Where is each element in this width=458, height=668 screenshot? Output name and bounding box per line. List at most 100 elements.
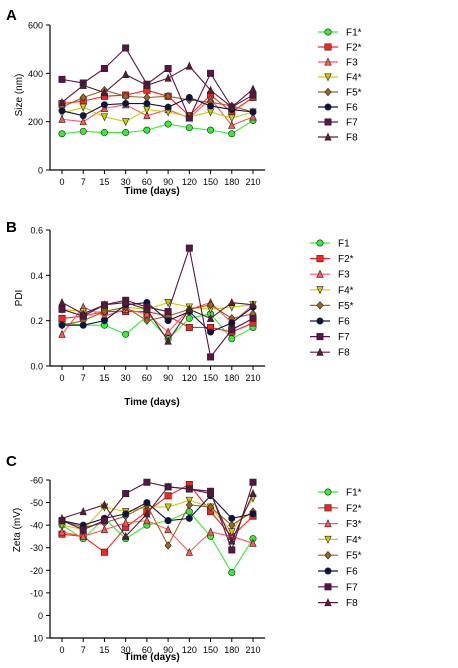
data-point: [121, 118, 130, 127]
data-point: [249, 314, 257, 322]
data-point: [100, 65, 108, 73]
data-point: [79, 321, 87, 329]
data-point: [58, 305, 66, 313]
y-tick-label: 0: [38, 611, 43, 621]
series-line: [61, 481, 254, 552]
data-point: [185, 514, 193, 522]
legend-label: F3*: [346, 519, 362, 530]
data-point: [79, 531, 87, 540]
data-point: [58, 314, 66, 322]
legend-label: F6: [338, 317, 350, 328]
legend-label: F1: [338, 239, 350, 250]
series-line: [61, 313, 254, 340]
y-axis-label: Size (nm): [14, 74, 25, 117]
x-tick-label: 210: [245, 645, 260, 655]
data-point: [228, 130, 236, 138]
x-tick-label: 150: [203, 177, 218, 187]
data-point: [58, 114, 66, 123]
data-point: [164, 517, 172, 525]
y-tick-label: 600: [28, 21, 43, 31]
data-point: [122, 100, 130, 108]
legend-label: F7: [338, 332, 350, 343]
x-tick-label: 120: [182, 645, 197, 655]
data-point: [79, 127, 87, 135]
x-axis-label: Time (days): [124, 186, 179, 197]
legend-label: F4*: [346, 535, 362, 546]
legend-marker: [324, 519, 332, 528]
x-tick-label: 60: [142, 177, 152, 187]
data-point: [207, 328, 215, 336]
series-line: [61, 47, 254, 120]
data-point: [164, 541, 172, 550]
x-tick-label: 0: [59, 177, 64, 187]
x-tick-label: 210: [245, 373, 260, 383]
x-tick-label: 150: [203, 645, 218, 655]
y-tick-label: 0.2: [30, 316, 43, 326]
x-tick-label: 15: [99, 645, 109, 655]
data-point: [185, 547, 194, 556]
x-tick-label: 15: [99, 373, 109, 383]
legend-marker: [324, 73, 332, 82]
data-point: [228, 536, 236, 545]
data-point: [121, 531, 130, 540]
y-tick-label: 0.6: [30, 226, 43, 236]
legend-marker: [324, 118, 332, 126]
data-point: [143, 509, 151, 518]
legend-marker: [324, 87, 332, 97]
series-line: [61, 97, 254, 126]
data-point: [206, 313, 215, 322]
data-point: [228, 569, 236, 577]
data-point: [100, 500, 109, 509]
data-point: [228, 326, 236, 334]
data-point: [228, 114, 236, 123]
y-tick-label: -60: [30, 476, 43, 486]
data-point: [185, 244, 193, 252]
series-line: [61, 65, 254, 108]
data-point: [164, 73, 172, 82]
data-point: [206, 300, 215, 310]
data-point: [164, 503, 172, 512]
data-point: [228, 546, 236, 554]
x-axis-label: Time (days): [124, 652, 179, 663]
data-point: [228, 514, 236, 522]
x-tick-label: 90: [163, 373, 173, 383]
y-tick-label: 400: [28, 69, 43, 79]
data-point: [58, 298, 66, 307]
y-tick-label: -50: [30, 498, 43, 508]
legend-marker: [316, 317, 324, 325]
panel-b: B PDI Time (days) 0.0 0.2 0.4 0.6 0 7 15 30 60 90…: [6, 219, 354, 408]
legend-label: F4*: [346, 73, 362, 84]
legend-marker: [324, 550, 332, 560]
legend-marker: [324, 583, 332, 591]
series-line: [61, 311, 254, 333]
x-tick-label: 210: [245, 177, 260, 187]
legend-label: F1*: [346, 28, 362, 39]
data-point: [143, 516, 151, 525]
data-point: [122, 129, 130, 137]
data-point: [249, 478, 257, 486]
data-point: [164, 308, 172, 316]
legend-marker: [316, 269, 324, 278]
data-point: [100, 307, 109, 316]
x-tick-label: 120: [182, 177, 197, 187]
x-tick-label: 30: [121, 177, 131, 187]
legend-label: F8: [346, 133, 358, 144]
legend-label: F3: [346, 58, 358, 69]
data-point: [164, 103, 172, 111]
data-point: [164, 492, 172, 500]
x-tick-label: 60: [142, 645, 152, 655]
data-point: [228, 335, 236, 343]
data-point: [185, 124, 193, 132]
data-point: [58, 107, 66, 115]
data-point: [228, 102, 236, 111]
series-line: [61, 301, 254, 313]
data-point: [164, 327, 172, 336]
legend-label: F5*: [338, 301, 354, 312]
series-line: [61, 494, 254, 526]
series-line: [61, 510, 254, 574]
data-point: [249, 538, 257, 547]
data-point: [143, 111, 151, 120]
legend-label: F5*: [346, 88, 362, 99]
legend-marker: [324, 28, 332, 36]
y-tick-label: -30: [30, 543, 43, 553]
